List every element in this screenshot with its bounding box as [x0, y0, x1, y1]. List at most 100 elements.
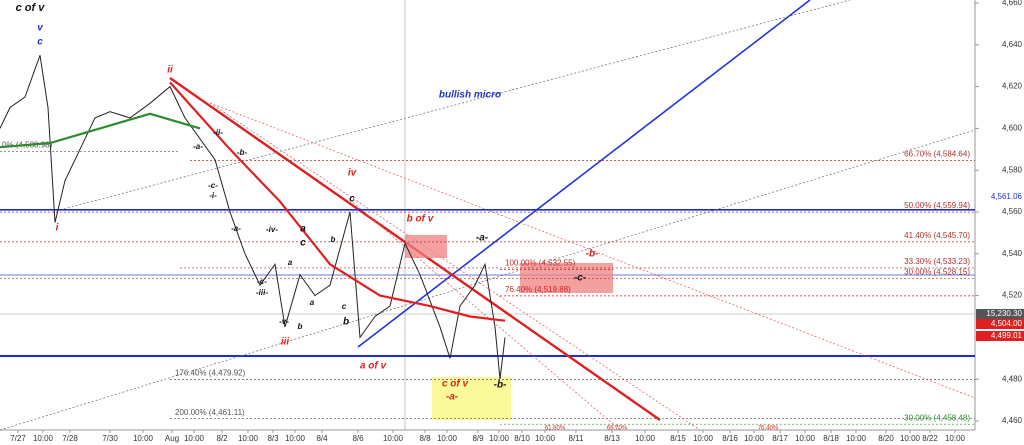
- wave-label: b: [343, 317, 349, 328]
- fib-fan: [349, 199, 621, 431]
- x-tick-label: 10:00: [846, 434, 867, 443]
- x-tick-label: 8/11: [569, 434, 585, 443]
- wave-label: c of v: [442, 379, 470, 390]
- wave-label: -i-: [209, 191, 217, 200]
- target-box: [405, 235, 447, 258]
- wave-label: bullish micro: [439, 90, 501, 101]
- x-tick-label: 10:00: [900, 434, 921, 443]
- wave-label: i: [56, 223, 59, 234]
- price-tag: [976, 309, 1024, 319]
- x-tick-label: 10:00: [437, 434, 458, 443]
- wave-label: -c-: [574, 273, 587, 284]
- x-tick-label: 10:00: [744, 434, 765, 443]
- wave-label: -iii-: [256, 288, 268, 297]
- wave-label: c: [300, 238, 306, 249]
- fib-fan: [209, 102, 976, 399]
- y-tick-label: 4,560: [1002, 207, 1023, 216]
- y-tick-label: 4,660: [1002, 0, 1023, 7]
- y-tick-label: 4,600: [1002, 124, 1023, 133]
- wave-label: a: [300, 224, 306, 235]
- wave-label: c: [349, 194, 355, 205]
- x-tick-label: 8/15: [670, 434, 686, 443]
- y-tick-label: 4,460: [1002, 416, 1023, 425]
- x-tick-label: 10:00: [795, 434, 816, 443]
- x-tick-label: 8/18: [823, 434, 839, 443]
- x-tick-label: 8/3: [267, 434, 279, 443]
- x-tick-label: 10:00: [489, 434, 510, 443]
- x-tick-label: 10:00: [635, 434, 656, 443]
- fib-label: 30.00% (4,528.15): [904, 268, 970, 277]
- wave-label: c: [37, 37, 43, 48]
- wave-label: -a-: [231, 224, 241, 233]
- price-line: [169, 81, 506, 322]
- price-label: 15,230.30: [986, 309, 1022, 318]
- x-tick-label: 8/16: [722, 434, 738, 443]
- price-line: [0, 112, 201, 149]
- wave-label: -c-: [257, 277, 267, 286]
- wave-label: a: [310, 298, 315, 307]
- x-tick-label: 8/20: [878, 434, 894, 443]
- x-tick-label: 8/2: [216, 434, 228, 443]
- wave-label: b: [298, 322, 303, 331]
- price-label: 4,504.00: [991, 319, 1023, 328]
- fib-label: 200.00% (4,461.11): [175, 408, 245, 417]
- wave-label: -a-: [446, 392, 459, 403]
- y-tick-label: 4,580: [1002, 165, 1023, 174]
- price-label: 4,561.06: [991, 192, 1023, 201]
- y-tick-label: 4,480: [1002, 374, 1023, 383]
- x-tick-label: 10:00: [33, 434, 54, 443]
- wave-label: c of v: [16, 2, 46, 14]
- price-line: [0, 55, 506, 380]
- wave-label: v: [37, 23, 44, 34]
- wave-label: 76.40%: [758, 426, 779, 432]
- wave-label: 69.70%: [607, 426, 628, 432]
- x-tick-label: 8/9: [472, 434, 484, 443]
- wave-label: 61.80%: [545, 426, 566, 432]
- fib-label: 66.70% (4,584.64): [904, 150, 970, 159]
- x-tick-label: 10:00: [693, 434, 714, 443]
- wave-label: -a-: [476, 233, 489, 244]
- fib-label: 100.00% (4,532.55): [505, 258, 576, 267]
- x-tick-label: 8/10: [514, 434, 530, 443]
- trend-line: [357, 0, 811, 348]
- x-tick-label: Aug: [165, 434, 179, 443]
- wave-label: -v-: [279, 317, 289, 326]
- x-tick-label: 8/13: [604, 434, 620, 443]
- x-tick-label: 10:00: [945, 434, 966, 443]
- wave-label: b: [331, 235, 336, 244]
- x-tick-label: 8/6: [352, 434, 364, 443]
- fib-label: 50.00% (4,559.94): [904, 201, 970, 210]
- wave-label: -c-: [208, 181, 218, 190]
- wave-label: -b-: [494, 380, 507, 391]
- y-tick-label: 4,540: [1002, 249, 1023, 258]
- wave-label: -b-: [237, 148, 248, 157]
- channel-line: [59, 0, 851, 211]
- price-tag: [976, 319, 1024, 329]
- wave-label: -a-: [193, 142, 203, 151]
- wave-label: -iv-: [266, 225, 278, 234]
- wave-label: -ii-: [213, 128, 223, 137]
- fib-label: 33.30% (4,533.23): [904, 257, 970, 266]
- x-tick-label: 10:00: [184, 434, 205, 443]
- x-tick-label: 8/8: [419, 434, 431, 443]
- wave-label: a of v: [360, 361, 388, 372]
- fib-label: 41.40% (4,545.70): [904, 231, 970, 240]
- wave-label: ii: [167, 65, 173, 76]
- wave-label: iii: [281, 337, 290, 348]
- y-tick-label: 4,640: [1002, 40, 1023, 49]
- x-tick-label: 7/30: [102, 434, 118, 443]
- wave-label: c: [342, 302, 347, 311]
- x-tick-label: 7/27: [10, 434, 26, 443]
- x-tick-label: 10:00: [133, 434, 154, 443]
- x-tick-label: 10:00: [238, 434, 259, 443]
- y-tick-label: 4,620: [1002, 82, 1023, 91]
- wave-label: a: [288, 258, 293, 267]
- x-tick-label: 10:00: [285, 434, 306, 443]
- x-tick-label: 7/28: [62, 434, 78, 443]
- target-box: [432, 377, 511, 420]
- x-tick-label: 8/22: [922, 434, 938, 443]
- fib-label: 176.40% (4,479.92): [175, 368, 246, 377]
- wave-label: -b-: [586, 249, 599, 260]
